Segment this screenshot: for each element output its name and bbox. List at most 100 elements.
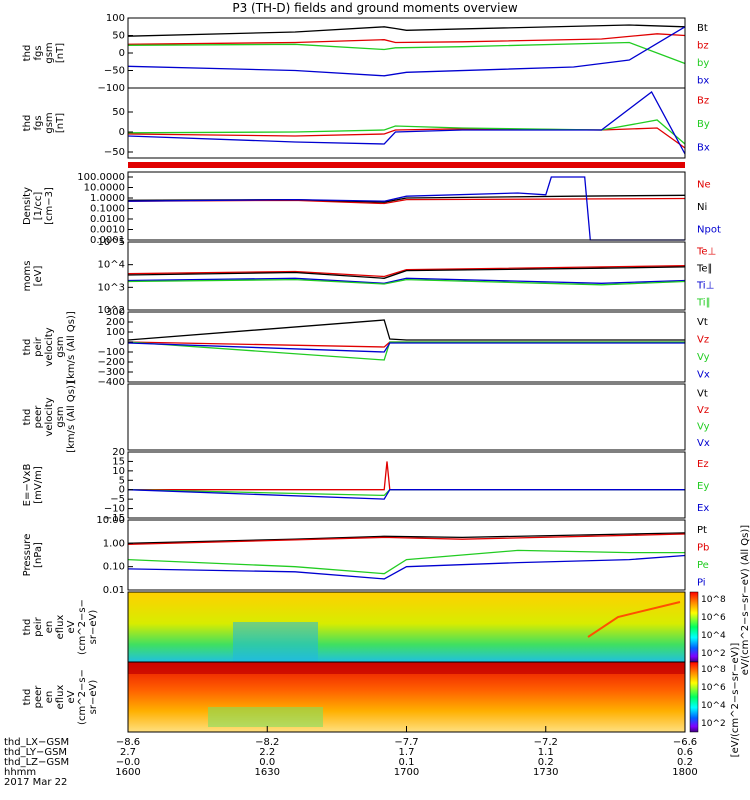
y-axis-label: eV xyxy=(66,690,77,703)
series-By xyxy=(127,119,686,145)
y-tick-label: −10 xyxy=(104,504,125,515)
series-Vx xyxy=(127,342,685,353)
x-row-label: 2017 Mar 22 xyxy=(4,777,67,788)
y-axis-label: fgs xyxy=(33,115,44,130)
y-tick-label: −200 xyxy=(98,357,125,368)
x-row-label: hhmm xyxy=(4,767,36,778)
y-axis-label: peir xyxy=(33,336,44,356)
y-tick-label: 50 xyxy=(112,31,125,42)
series-Pt xyxy=(127,532,686,544)
legend-label-Ne: Ne xyxy=(697,179,711,190)
series-Ex xyxy=(127,489,685,500)
panel-frame xyxy=(127,87,686,159)
y-axis-label: thd xyxy=(22,689,33,706)
x-label-lz: 0.1 xyxy=(399,757,415,768)
series-Pi xyxy=(127,554,686,580)
y-tick-label: 10 xyxy=(112,466,125,477)
legend-label-Vy: Vy xyxy=(697,421,710,432)
panel-4: 10^5 10^4 10^3 10^2 moms [eV] xyxy=(22,237,686,316)
y-axis-label: thd xyxy=(22,45,33,62)
y-tick-label: 0 xyxy=(119,337,125,348)
y-axis-label: [nT] xyxy=(55,43,66,63)
y-axis-label: Density xyxy=(22,187,33,225)
legend-label-Bt: Bt xyxy=(697,23,708,34)
series-bz xyxy=(127,33,686,45)
panel-3: 100.000010.00001.00000.10000.01000.00100… xyxy=(22,171,686,246)
series-Ez xyxy=(128,461,685,491)
legend-label-Bz: Bz xyxy=(697,96,709,107)
y-axis-label: gsm xyxy=(55,406,66,427)
legend-label-Ti∥: Ti∥ xyxy=(696,298,711,309)
y-tick-label: 0.10 xyxy=(103,562,125,573)
legend-label-Pt: Pt xyxy=(697,525,707,536)
x-label-hhmm: 1630 xyxy=(255,767,280,778)
series-Npot xyxy=(127,176,685,241)
colorbar-tick-label: 10^4 xyxy=(701,701,726,711)
legend-label-bz: bz xyxy=(697,40,709,51)
series-Ti∥ xyxy=(127,278,686,286)
x-label-lx: −8.2 xyxy=(255,737,279,748)
series-Te⊥ xyxy=(127,265,686,278)
y-tick-label: 0.1000 xyxy=(90,204,125,215)
y-axis-label: [1/cc] xyxy=(33,192,44,221)
series-Vt xyxy=(127,319,685,341)
legend-label-Pi: Pi xyxy=(697,577,706,588)
colorbar xyxy=(689,591,699,663)
colorbar-label: [eV/(cm^2−s−sr−eV)] xyxy=(730,643,741,758)
y-axis-label: thd xyxy=(22,619,33,636)
spectrogram-ridge xyxy=(587,601,681,638)
y-axis-label: eV xyxy=(66,620,77,633)
legend-label-Vx: Vx xyxy=(697,369,710,380)
legend-label-Npot: Npot xyxy=(697,225,721,236)
y-axis-label: peer xyxy=(33,685,44,709)
series-Bx xyxy=(127,91,686,155)
y-tick-label: 10^5 xyxy=(98,237,125,248)
x-label-hhmm: 1800 xyxy=(672,767,697,778)
y-axis-label: peir xyxy=(33,616,44,636)
colorbar xyxy=(689,661,699,733)
x-label-lz: 0.2 xyxy=(538,757,554,768)
spectrogram-low-region xyxy=(208,707,323,727)
y-tick-label: 0.0001 xyxy=(90,235,125,246)
x-label-ly: 0.6 xyxy=(677,747,693,758)
y-tick-label: −50 xyxy=(104,66,125,77)
panel-2: 50 0 −50 thd fgs gsm [nT] xyxy=(22,87,686,159)
y-tick-label: 0.01 xyxy=(103,585,125,596)
colorbar-tick-label: 10^8 xyxy=(701,665,726,675)
panel-frame xyxy=(127,17,686,89)
panel-9: thd peir en eflux eV (cm^2−s− sr−eV) xyxy=(22,591,686,663)
y-axis-label: sr−eV) xyxy=(88,610,99,645)
panel-frame xyxy=(127,171,686,241)
legend-label-Vx: Vx xyxy=(697,438,710,449)
legend-label-Bx: Bx xyxy=(697,142,710,153)
legend-label-Vz: Vz xyxy=(697,334,709,345)
y-axis-label: [km/s (All Qs)] xyxy=(66,311,77,383)
panel-frame xyxy=(127,451,686,519)
panel-6: thd peer velocity gsm [km/s (All Qs)] xyxy=(22,381,686,453)
y-axis-label: velocity xyxy=(44,397,55,436)
y-tick-label: −100 xyxy=(98,83,125,94)
y-tick-label: 0.0010 xyxy=(90,225,125,236)
colorbar-label-secondary: eV/(cm^2−s−sr−eV) (All Qs)] xyxy=(740,525,750,675)
panel-10: thd peer en eflux eV (cm^2−s− sr−eV) xyxy=(22,661,686,733)
panel-frame xyxy=(127,241,686,311)
y-axis-label: en xyxy=(44,691,55,704)
y-axis-label: (cm^2−s− xyxy=(77,669,88,725)
y-tick-label: 10.0000 xyxy=(84,183,125,194)
y-axis-label: (cm^2−s− xyxy=(77,599,88,655)
y-axis-label: thd xyxy=(22,409,33,426)
x-label-ly: 2.7 xyxy=(120,747,136,758)
colorbar-tick-label: 10^2 xyxy=(701,649,726,659)
x-row-label: thd_LZ−GSM xyxy=(4,757,69,768)
y-axis-label: en xyxy=(44,621,55,634)
y-tick-label: 10^4 xyxy=(98,260,125,271)
x-label-lz: 0.2 xyxy=(677,757,693,768)
legend-label-bx: bx xyxy=(697,75,709,86)
y-axis-label: thd xyxy=(22,115,33,132)
legend-label-Ex: Ex xyxy=(697,503,709,514)
series-Bt xyxy=(127,24,686,37)
legend-label-by: by xyxy=(697,58,709,69)
